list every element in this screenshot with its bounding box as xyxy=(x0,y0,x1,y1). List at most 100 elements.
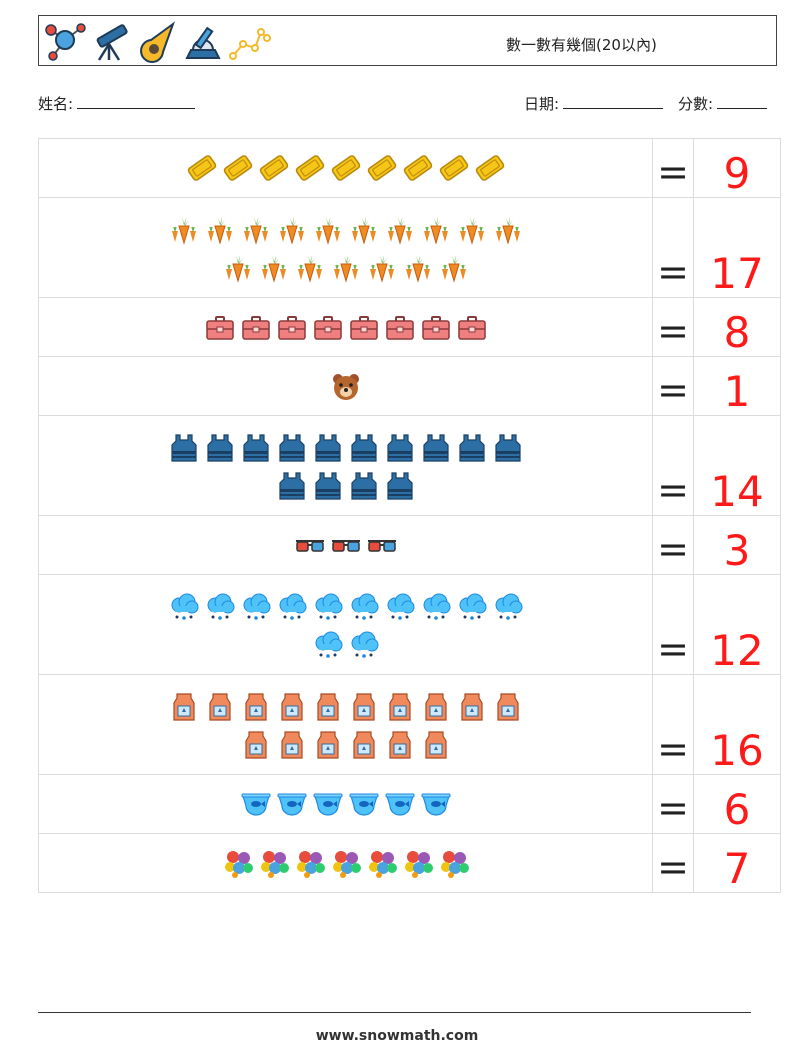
answer-cell: 7 xyxy=(693,833,781,893)
picture-line xyxy=(39,431,652,463)
carrot-icon xyxy=(459,216,484,245)
vest-icon xyxy=(314,471,341,500)
snow-cloud-icon xyxy=(423,593,450,620)
picture-line xyxy=(39,690,652,722)
observatory-icon xyxy=(185,26,221,59)
snow-cloud-icon xyxy=(243,593,270,620)
carrot-icon xyxy=(405,254,430,283)
vest-icon xyxy=(386,433,413,462)
toolbox-icon xyxy=(457,316,486,340)
vest-icon xyxy=(422,433,449,462)
name-field: 姓名: xyxy=(38,93,196,114)
score-field: 分數: xyxy=(678,93,768,114)
milk-carton-icon xyxy=(388,730,411,759)
problem-row: = 16 xyxy=(38,674,781,775)
carrot-icon xyxy=(207,216,232,245)
snow-cloud-icon xyxy=(315,631,342,658)
telescope-icon xyxy=(96,24,128,61)
picture-cell xyxy=(38,515,653,575)
snow-cloud-icon xyxy=(495,593,522,620)
vest-icon xyxy=(350,471,377,500)
problem-row: = 1 xyxy=(38,356,781,416)
equals-sign: = xyxy=(652,574,694,675)
equals-sign: = xyxy=(652,297,694,357)
vest-icon xyxy=(278,433,305,462)
carrot-icon xyxy=(315,216,340,245)
picture-line xyxy=(39,529,652,561)
carrot-icon xyxy=(351,216,376,245)
equals-sign: = xyxy=(652,674,694,775)
milk-carton-icon xyxy=(352,730,375,759)
carrot-icon xyxy=(171,216,196,245)
picture-line xyxy=(39,311,652,343)
milk-carton-icon xyxy=(424,730,447,759)
equals-sign: = xyxy=(652,138,694,198)
constellation-icon xyxy=(229,28,271,60)
meteor-icon xyxy=(140,21,176,63)
ticket-icon xyxy=(475,155,504,181)
date-blank[interactable] xyxy=(563,94,664,109)
snow-cloud-icon xyxy=(459,593,486,620)
picture-cell xyxy=(38,356,653,416)
3d-glasses-icon xyxy=(331,540,360,552)
problem-row: = 3 xyxy=(38,515,781,575)
ticket-icon xyxy=(295,155,324,181)
carrot-icon xyxy=(441,254,466,283)
answer-cell: 14 xyxy=(693,415,781,516)
vest-icon xyxy=(170,433,197,462)
carrot-icon xyxy=(423,216,448,245)
picture-cell xyxy=(38,833,653,893)
balloons-icon xyxy=(440,851,469,878)
picture-cell xyxy=(38,197,653,298)
score-blank[interactable] xyxy=(717,94,768,109)
picture-cell xyxy=(38,297,653,357)
carrot-icon xyxy=(369,254,394,283)
carrot-icon xyxy=(297,254,322,283)
date-label: 日期: xyxy=(524,95,560,113)
equals-sign: = xyxy=(652,356,694,416)
picture-line xyxy=(39,788,652,820)
snow-cloud-icon xyxy=(279,593,306,620)
fish-bowl-icon xyxy=(349,793,378,816)
picture-line xyxy=(39,628,652,660)
ticket-icon xyxy=(223,155,252,181)
worksheet-header: 數一數有幾個(20以內) xyxy=(38,15,777,66)
vest-icon xyxy=(494,433,521,462)
name-label: 姓名: xyxy=(38,95,74,113)
score-label: 分數: xyxy=(678,95,714,113)
milk-carton-icon xyxy=(244,730,267,759)
answer-cell: 12 xyxy=(693,574,781,675)
picture-line xyxy=(39,251,652,283)
vest-icon xyxy=(314,433,341,462)
problem-row: = 7 xyxy=(38,833,781,893)
fish-bowl-icon xyxy=(241,793,270,816)
3d-glasses-icon xyxy=(295,540,324,552)
vest-icon xyxy=(350,433,377,462)
milk-carton-icon xyxy=(244,692,267,721)
milk-carton-icon xyxy=(460,692,483,721)
milk-carton-icon xyxy=(496,692,519,721)
ticket-icon xyxy=(439,155,468,181)
vest-icon xyxy=(458,433,485,462)
toolbox-icon xyxy=(421,316,450,340)
balloons-icon xyxy=(224,851,253,878)
footer-divider xyxy=(38,1012,751,1013)
milk-carton-icon xyxy=(208,692,231,721)
equals-sign: = xyxy=(652,197,694,298)
toolbox-icon xyxy=(277,316,306,340)
carrot-icon xyxy=(279,216,304,245)
toolbox-icon xyxy=(241,316,270,340)
ticket-icon xyxy=(187,155,216,181)
toolbox-icon xyxy=(349,316,378,340)
balloons-icon xyxy=(404,851,433,878)
problem-row: = 6 xyxy=(38,774,781,834)
worksheet-title: 數一數有幾個(20以內) xyxy=(506,36,657,54)
counting-table: = 9 = 17 = 8 = 1 = 14 = 3 = 12 = 16 = 6 = 7 xyxy=(38,138,781,893)
picture-cell xyxy=(38,774,653,834)
bear-icon xyxy=(332,374,359,400)
snow-cloud-icon xyxy=(171,593,198,620)
toolbox-icon xyxy=(385,316,414,340)
name-blank[interactable] xyxy=(77,94,196,109)
picture-cell xyxy=(38,674,653,775)
3d-glasses-icon xyxy=(367,540,396,552)
